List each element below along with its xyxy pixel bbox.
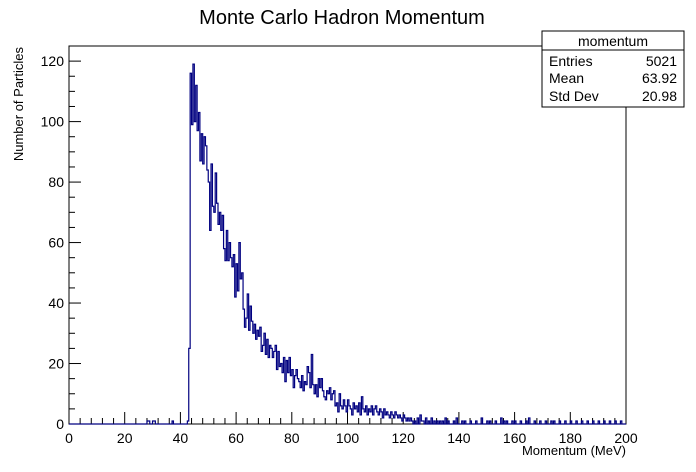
stats-mean-label: Mean: [549, 70, 584, 86]
y-tick-label: 100: [41, 114, 65, 130]
x-tick-label: 0: [65, 430, 73, 446]
x-tick-label: 40: [173, 430, 189, 446]
stats-entries-label: Entries: [549, 53, 593, 69]
stats-box: momentum Entries 5021 Mean 63.92 Std Dev…: [541, 30, 685, 108]
x-tick-label: 200: [614, 430, 638, 446]
stats-stddev-label: Std Dev: [549, 88, 599, 104]
x-tick-label: 100: [336, 430, 360, 446]
x-tick-label: 120: [392, 430, 416, 446]
x-tick-label: 20: [117, 430, 133, 446]
y-tick-label: 40: [48, 295, 64, 311]
stats-title: momentum: [578, 33, 648, 49]
x-tick-label: 160: [503, 430, 527, 446]
x-tick-label: 180: [559, 430, 583, 446]
stats-mean-value: 63.92: [642, 70, 677, 86]
histogram-line: [69, 63, 626, 425]
x-tick-label: 140: [447, 430, 471, 446]
x-tick-label: 60: [228, 430, 244, 446]
x-axis-label: Momentum (MeV): [522, 443, 626, 458]
stats-entries-value: 5021: [646, 53, 677, 69]
y-tick-label: 80: [48, 174, 64, 190]
stats-box-frame: [541, 30, 685, 108]
y-tick-label: 0: [56, 416, 64, 432]
stats-stddev-value: 20.98: [642, 88, 677, 104]
x-tick-label: 80: [284, 430, 300, 446]
axis-tick-labels: 0 20 40 60 80 100 120 140 160 180 200 0 20 40 60 80 100 1…: [41, 53, 638, 446]
chart-title: Monte Carlo Hadron Momentum: [199, 7, 485, 29]
y-tick-label: 20: [48, 356, 64, 372]
y-tick-label: 60: [48, 235, 64, 251]
y-axis-label: Number of Particles: [11, 47, 26, 162]
y-tick-label: 120: [41, 53, 65, 69]
